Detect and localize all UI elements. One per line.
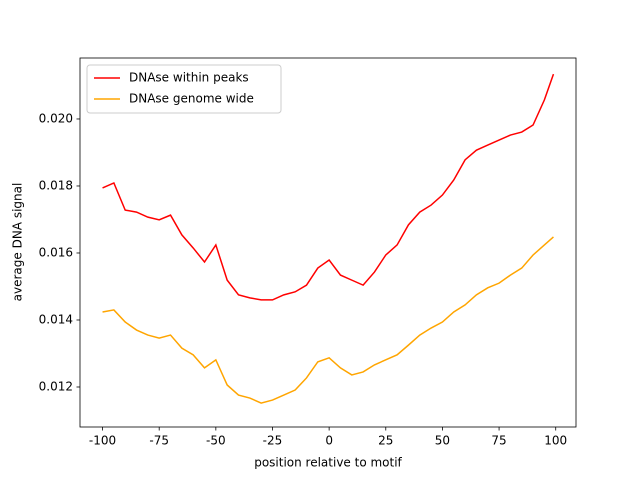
x-tick-label: -50 bbox=[206, 434, 226, 448]
x-axis-label: position relative to motif bbox=[254, 456, 402, 470]
x-tick-label: 0 bbox=[325, 434, 333, 448]
x-tick-label: -75 bbox=[149, 434, 169, 448]
y-tick-label: 0.020 bbox=[39, 111, 73, 125]
y-tick-label: 0.014 bbox=[39, 312, 73, 326]
x-tick-label: 50 bbox=[435, 434, 450, 448]
x-tick-label: 100 bbox=[544, 434, 567, 448]
x-tick-label: 75 bbox=[491, 434, 506, 448]
x-tick-label: 25 bbox=[378, 434, 393, 448]
y-axis-label: average DNA signal bbox=[11, 183, 25, 302]
plot-frame bbox=[79, 57, 577, 428]
line-series bbox=[102, 73, 555, 301]
y-tick-label: 0.012 bbox=[39, 379, 73, 393]
x-tick-label: -25 bbox=[263, 434, 283, 448]
legend-box bbox=[86, 64, 282, 114]
y-tick-label: 0.016 bbox=[39, 245, 73, 259]
x-tick-label: -100 bbox=[89, 434, 116, 448]
legend-label: DNAse genome wide bbox=[129, 92, 254, 106]
y-tick-label: 0.018 bbox=[39, 178, 73, 192]
legend-label: DNAse within peaks bbox=[129, 71, 249, 85]
line-series bbox=[102, 236, 554, 404]
